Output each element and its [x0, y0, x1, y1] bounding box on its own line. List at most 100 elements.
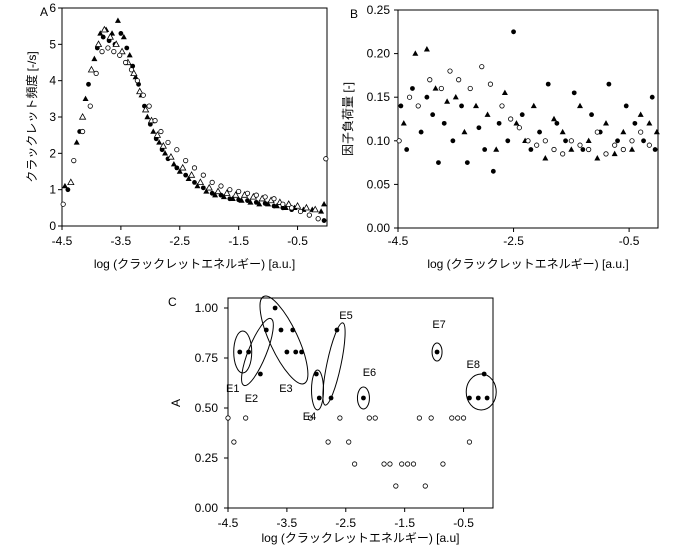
data-point [223, 189, 231, 196]
x-tick-label: -4.5 [218, 516, 239, 530]
data-point [218, 183, 224, 189]
data-point [321, 218, 327, 223]
data-point [450, 138, 456, 144]
data-point [612, 142, 618, 148]
data-point [307, 415, 314, 421]
data-point [440, 461, 446, 467]
data-point [170, 161, 177, 167]
data-point [140, 92, 146, 98]
cluster-label: E3 [279, 383, 292, 395]
data-point [61, 182, 68, 189]
data-point [372, 415, 378, 421]
data-point [577, 142, 583, 148]
data-point [466, 439, 473, 445]
data-point [387, 461, 393, 467]
data-point [428, 415, 434, 421]
y-tick-label: 0.05 [367, 177, 391, 191]
data-point [637, 111, 644, 117]
data-point [194, 182, 201, 189]
data-point [416, 415, 422, 421]
data-point [366, 415, 372, 421]
data-point [623, 103, 629, 109]
data-point [106, 33, 114, 40]
data-point [467, 85, 473, 92]
cluster-label: E6 [363, 367, 376, 379]
data-point [427, 77, 433, 83]
data-point [475, 395, 481, 401]
data-point [237, 349, 243, 355]
y-tick-label: 2 [49, 146, 56, 160]
data-point [153, 131, 162, 138]
data-point [200, 172, 206, 178]
data-point [563, 138, 568, 144]
plot-frame [397, 9, 659, 229]
y-tick-label: 0.25 [195, 451, 219, 465]
x-tick-label: -4.5 [52, 234, 73, 248]
data-point [415, 103, 421, 109]
data-point [227, 196, 233, 202]
x-tick-label: -4.5 [388, 234, 409, 248]
data-point [337, 415, 343, 421]
data-point [97, 30, 104, 36]
data-point [586, 146, 592, 153]
data-point [461, 128, 468, 135]
data-point [100, 34, 106, 40]
data-point [183, 158, 189, 164]
x-tick-label: -2.5 [335, 516, 356, 530]
data-point [174, 147, 180, 153]
data-point [499, 103, 505, 109]
cluster-label: E5 [339, 310, 352, 322]
x-tick-label: -3.5 [111, 234, 132, 248]
data-point [214, 187, 222, 195]
data-point [400, 120, 407, 126]
data-point [464, 160, 470, 166]
plot-frame [61, 7, 328, 227]
cluster-ellipse [431, 342, 443, 362]
data-point [361, 395, 366, 401]
data-point [209, 179, 215, 185]
data-point [505, 138, 511, 144]
x-axis-label: log (クラックレットエネルギー) [a.u] [261, 531, 459, 545]
data-point [460, 415, 467, 421]
panel-label: B [350, 7, 358, 21]
data-point [404, 147, 410, 152]
panel-a: A -4.5 -3.5 -2.5 -1.5 -0.5 0 1 2 3 4 5 6 log (クラックレット… [24, 1, 329, 271]
data-point [302, 203, 311, 211]
cluster-label: E2 [245, 393, 258, 405]
data-point [80, 128, 86, 135]
data-point [418, 129, 424, 135]
data-point [652, 147, 658, 152]
panel-c: C -4.5 -3.5 -2.5 -1.5 -0.5 0.00 0.25 0.50 0.75 1.0… [168, 295, 497, 545]
data-point [99, 48, 105, 55]
data-point [436, 160, 441, 166]
y-tick-label: 0.25 [367, 3, 391, 17]
data-point [410, 461, 417, 467]
data-point [136, 87, 144, 95]
data-point [112, 40, 120, 47]
data-point [318, 208, 325, 214]
data-point [128, 67, 135, 73]
data-point [134, 78, 140, 84]
data-point [71, 158, 77, 164]
data-point [118, 47, 126, 55]
data-point [262, 201, 268, 206]
cluster-ellipse [241, 317, 274, 387]
data-point [284, 349, 290, 355]
cluster-label: E7 [432, 319, 445, 331]
data-point [144, 113, 151, 120]
data-point [257, 371, 263, 377]
data-point [423, 46, 430, 52]
data-point [167, 152, 175, 160]
data-point [124, 45, 130, 51]
panel-label: A [40, 5, 48, 19]
panel-b: B -4.5 -2.5 -0.5 0.00 0.05 0.10 0.15 0.20 0.25 log… [341, 3, 660, 271]
data-point [262, 194, 268, 200]
data-point [271, 203, 277, 209]
data-point [430, 112, 436, 118]
data-point [256, 201, 263, 207]
data-point [560, 151, 566, 157]
data-point [245, 198, 250, 203]
data-point [528, 147, 534, 152]
y-tick-label: 0.10 [367, 134, 391, 148]
x-tick-label: -2.5 [503, 234, 524, 248]
